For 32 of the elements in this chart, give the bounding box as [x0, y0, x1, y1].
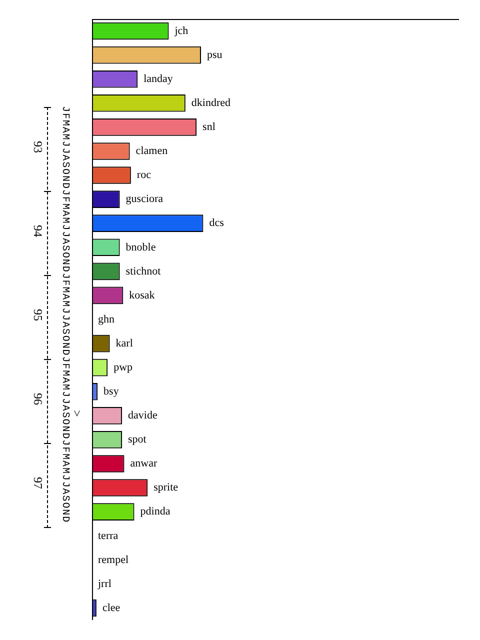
- text: 93: [31, 141, 45, 153]
- y-tick-label: davide: [128, 410, 158, 422]
- y-tick-label: roc: [136, 169, 152, 182]
- y-tick-label: clamen: [136, 145, 168, 158]
- y-tick-label: bnoble: [126, 241, 156, 254]
- text: 96: [31, 393, 45, 405]
- y-tick-label: terra: [98, 530, 118, 542]
- y-tick-label: clee: [102, 602, 120, 614]
- y-tick-label: jch: [174, 24, 189, 37]
- y-tick-label: pdinda: [140, 506, 170, 518]
- text: 94: [31, 225, 45, 237]
- y-tick-label: pwp: [114, 361, 134, 374]
- y-tick-label: landay: [144, 72, 174, 85]
- y-tick-label: dcs: [209, 217, 224, 230]
- y-tick-label: bsy: [104, 386, 120, 398]
- y-tick-label: stichnot: [126, 265, 161, 278]
- y-tick-label: spot: [128, 434, 146, 446]
- text: JFMAMJJASONDJFMAMJJASONDJFMAMJJASONDJFMAMJJASONDJFMAMJJASOND: [58, 106, 70, 524]
- y-tick-label: karl: [116, 337, 133, 350]
- y-tick-label: snl: [202, 121, 216, 134]
- y-tick-label: gusciora: [126, 193, 164, 206]
- text: >: [70, 410, 84, 417]
- y-tick-label: kosak: [129, 289, 156, 302]
- y-tick-label: psu: [206, 48, 223, 61]
- y-tick-label: rempel: [98, 554, 129, 566]
- y-tick-label: jrrl: [97, 578, 112, 590]
- y-tick-label: sprite: [154, 482, 178, 494]
- text: 97: [31, 477, 45, 489]
- y-tick-label: ghn: [98, 313, 115, 326]
- y-tick-label: dkindred: [191, 97, 232, 110]
- y-tick-label: anwar: [130, 458, 158, 470]
- text: 95: [31, 309, 45, 321]
